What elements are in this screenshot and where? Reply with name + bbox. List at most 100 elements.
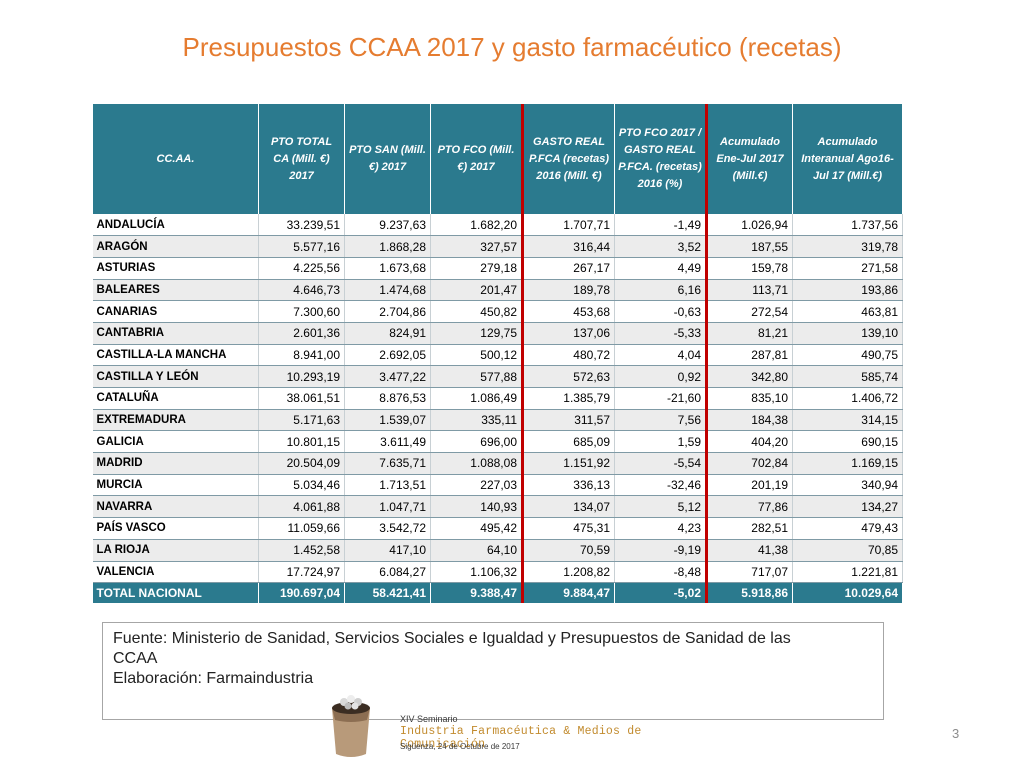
table-cell: 685,09 xyxy=(522,430,615,454)
table-cell: 5.577,16 xyxy=(258,235,345,258)
column-header: PTO FCO (Mill.€) 2017 xyxy=(430,104,524,214)
table-cell: 227,03 xyxy=(430,474,524,497)
table-cell: -9,19 xyxy=(614,539,708,562)
table-cell: 1.106,32 xyxy=(430,561,524,584)
table-cell: 1.221,81 xyxy=(792,561,903,584)
region-name: LA RIOJA xyxy=(92,539,259,562)
table-cell: 1.151,92 xyxy=(522,452,615,475)
region-name: GALICIA xyxy=(92,430,259,454)
table-cell: 81,21 xyxy=(706,322,793,345)
column-header: CC.AA. xyxy=(92,104,259,214)
total-cell: 10.029,64 xyxy=(792,582,903,603)
elaboration-line: Elaboración: Farmaindustria xyxy=(113,670,314,687)
source-note: Fuente: Ministerio de Sanidad, Servicios… xyxy=(102,622,884,720)
table-cell: 495,42 xyxy=(430,517,524,540)
table-cell: 1.208,82 xyxy=(522,561,615,584)
table-cell: 38.061,51 xyxy=(258,387,345,410)
region-name: NAVARRA xyxy=(92,495,259,519)
region-name: EXTREMADURA xyxy=(92,409,259,432)
table-cell: 113,71 xyxy=(706,279,793,302)
table-cell: 6.084,27 xyxy=(344,561,431,584)
region-name: MADRID xyxy=(92,452,259,475)
table-cell: 696,00 xyxy=(430,430,524,454)
table-row: EXTREMADURA 5.171,63 1.539,07 335,11 311,57 7… xyxy=(92,409,903,432)
table-cell: 336,13 xyxy=(522,474,615,497)
table-cell: 201,47 xyxy=(430,279,524,302)
table-cell: 8.941,00 xyxy=(258,344,345,367)
region-name: CASTILLA-LA MANCHA xyxy=(92,344,259,367)
region-name: CASTILLA Y LEÓN xyxy=(92,365,259,388)
table-header-row: CC.AA. PTO TOTAL CA (Mill. €) 2017 PTO S… xyxy=(92,104,903,214)
table-cell: 311,57 xyxy=(522,409,615,432)
table-cell: 1.868,28 xyxy=(344,235,431,258)
table-cell: 1.474,68 xyxy=(344,279,431,302)
total-cell: 5.918,86 xyxy=(706,582,793,603)
logo-line-3: Sigüenza, 24 de Octubre de 2017 xyxy=(400,742,520,751)
region-name: MURCIA xyxy=(92,474,259,497)
table-cell: -5,33 xyxy=(614,322,708,345)
table-cell: 475,31 xyxy=(522,517,615,540)
table-cell: 7.300,60 xyxy=(258,300,345,323)
table-row: CATALUÑA 38.061,51 8.876,53 1.086,49 1.385,7… xyxy=(92,387,903,410)
table-cell: 717,07 xyxy=(706,561,793,584)
table-cell: 267,17 xyxy=(522,257,615,280)
table-cell: 1.385,79 xyxy=(522,387,615,410)
total-label: TOTAL NACIONAL xyxy=(92,582,259,603)
table-cell: 572,63 xyxy=(522,365,615,388)
table-cell: 33.239,51 xyxy=(258,214,345,237)
table-cell: 70,59 xyxy=(522,539,615,562)
table-cell: 272,54 xyxy=(706,300,793,323)
table-cell: 1.088,08 xyxy=(430,452,524,475)
table-cell: 134,27 xyxy=(792,495,903,519)
table-cell: -32,46 xyxy=(614,474,708,497)
table-cell: 824,91 xyxy=(344,322,431,345)
table-cell: 0,92 xyxy=(614,365,708,388)
table-row: PAÍS VASCO 11.059,66 3.542,72 495,42 475,31 4… xyxy=(92,517,903,540)
table-cell: 450,82 xyxy=(430,300,524,323)
table-cell: 187,55 xyxy=(706,235,793,258)
table-cell: 585,74 xyxy=(792,365,903,388)
region-name: CANARIAS xyxy=(92,300,259,323)
table-cell: 3.477,22 xyxy=(344,365,431,388)
table-row: BALEARES 4.646,73 1.474,68 201,47 189,78 6,16… xyxy=(92,279,903,302)
table-cell: -8,48 xyxy=(614,561,708,584)
logo-line-1: XIV Seminario xyxy=(400,714,458,724)
table-cell: 282,51 xyxy=(706,517,793,540)
table-cell: 189,78 xyxy=(522,279,615,302)
table-cell: -21,60 xyxy=(614,387,708,410)
column-header: GASTO REAL P.FCA (recetas) 2016 (Mill. €… xyxy=(522,104,615,214)
table-cell: 1.406,72 xyxy=(792,387,903,410)
table-cell: 1.713,51 xyxy=(344,474,431,497)
table-cell: 41,38 xyxy=(706,539,793,562)
table-cell: 70,85 xyxy=(792,539,903,562)
table-cell: 1.682,20 xyxy=(430,214,524,237)
column-header: PTO TOTAL CA (Mill. €) 2017 xyxy=(258,104,345,214)
table-cell: 10.293,19 xyxy=(258,365,345,388)
table-row: LA RIOJA 1.452,58 417,10 64,10 70,59 -9,19 41,… xyxy=(92,539,903,562)
table-cell: 134,07 xyxy=(522,495,615,519)
table-cell: 5,12 xyxy=(614,495,708,519)
table-cell: 4.061,88 xyxy=(258,495,345,519)
table-cell: 7,56 xyxy=(614,409,708,432)
table-cell: 4,04 xyxy=(614,344,708,367)
table-cell: 5.034,46 xyxy=(258,474,345,497)
table-cell: 2.601,36 xyxy=(258,322,345,345)
table-cell: 140,93 xyxy=(430,495,524,519)
table-cell: 335,11 xyxy=(430,409,524,432)
table-cell: 1.026,94 xyxy=(706,214,793,237)
table-cell: 8.876,53 xyxy=(344,387,431,410)
table-cell: 480,72 xyxy=(522,344,615,367)
table-cell: 139,10 xyxy=(792,322,903,345)
total-cell: 9.388,47 xyxy=(430,582,524,603)
region-name: BALEARES xyxy=(92,279,259,302)
budget-table: CC.AA. PTO TOTAL CA (Mill. €) 2017 PTO S… xyxy=(92,104,903,603)
table-cell: 690,15 xyxy=(792,430,903,454)
column-header: Acumulado Interanual Ago16-Jul 17 (Mill.… xyxy=(792,104,903,214)
table-cell: 193,86 xyxy=(792,279,903,302)
table-cell: 137,06 xyxy=(522,322,615,345)
table-row: VALENCIA 17.724,97 6.084,27 1.106,32 1.208,8… xyxy=(92,561,903,584)
table-row: CASTILLA-LA MANCHA 8.941,00 2.692,05 500,12… xyxy=(92,344,903,367)
column-header: PTO SAN (Mill. €) 2017 xyxy=(344,104,431,214)
table-cell: 6,16 xyxy=(614,279,708,302)
table-cell: 4,23 xyxy=(614,517,708,540)
